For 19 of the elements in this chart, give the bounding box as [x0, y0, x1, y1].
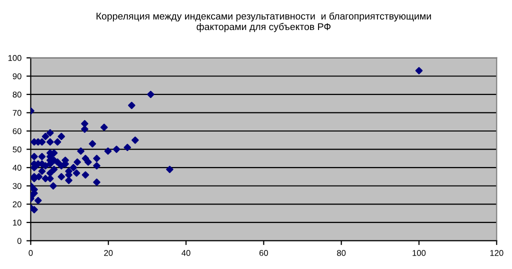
x-tick-label: 60: [259, 250, 268, 256]
y-tick-label: 90: [12, 73, 22, 80]
y-tick-label: 40: [12, 164, 22, 171]
y-tick-label: 10: [13, 220, 22, 226]
x-tick-label: 40: [182, 250, 190, 256]
x-tick-label: 0: [28, 250, 33, 256]
y-tick-label: 0: [17, 238, 22, 244]
x-tick-label: 120: [490, 250, 504, 256]
chart-title: Корреляция между индексами результативности и благоприятствующими факторами для субъектов РФ: [96, 12, 431, 32]
y-tick-label: 30: [12, 183, 22, 189]
x-tick-label: 20: [104, 250, 113, 256]
y-tick-label: 20: [12, 201, 22, 208]
y-tick-label: 70: [12, 110, 22, 116]
y-tick-label: 80: [12, 92, 22, 98]
y-tick-label: 60: [12, 128, 22, 134]
y-tick-label: 100: [8, 55, 22, 61]
y-tick-label: 50: [12, 146, 22, 152]
x-tick-label: 80: [337, 250, 346, 256]
x-tick-label: 100: [412, 250, 426, 256]
